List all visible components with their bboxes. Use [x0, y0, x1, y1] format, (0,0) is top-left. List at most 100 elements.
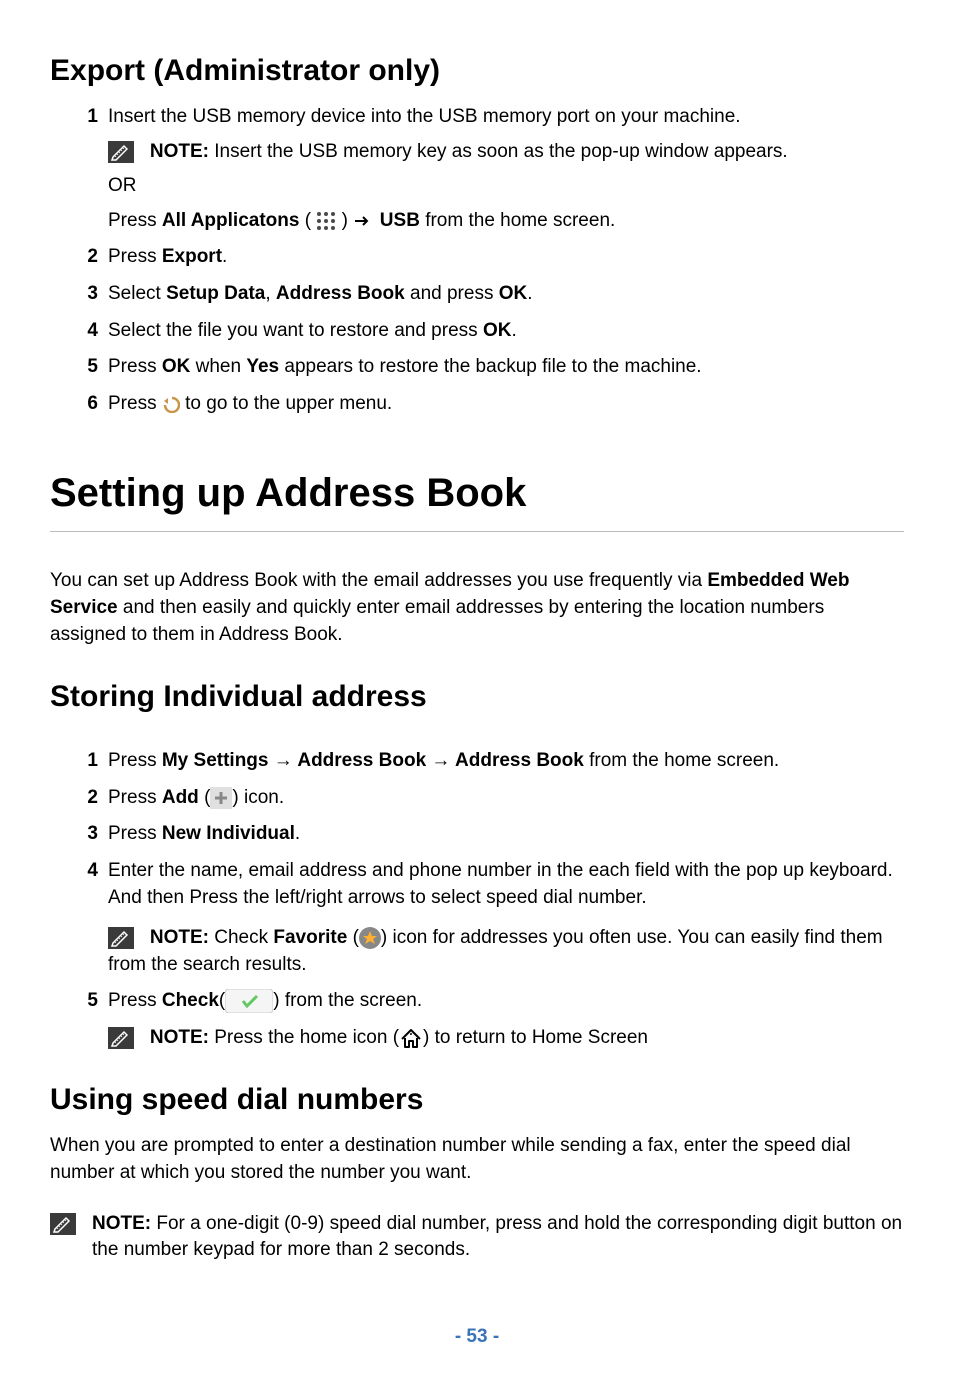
text: Select: [108, 283, 166, 304]
setup-data-label: Setup Data: [166, 283, 265, 304]
storing-step-5: 5 Press Check() from the screen. NOTE: P…: [86, 988, 904, 1051]
text: Press: [108, 990, 162, 1011]
note-label: NOTE:: [150, 927, 209, 948]
text: ) icon.: [232, 787, 284, 808]
note-block: NOTE: Check Favorite () icon for address…: [108, 925, 904, 978]
text: Press: [108, 393, 162, 414]
text: to go to the upper menu.: [180, 393, 392, 414]
arrow: →: [426, 750, 455, 771]
step-number: 5: [70, 354, 98, 381]
or-text: OR: [108, 173, 904, 200]
text: appears to restore the backup file to th…: [279, 356, 701, 377]
address-book-label: Address Book: [276, 283, 405, 304]
grid-dots-icon: [316, 211, 336, 231]
export-step-2: 2 Press Export.: [86, 244, 904, 271]
text: Press: [108, 823, 162, 844]
note-label: NOTE:: [92, 1213, 151, 1234]
note-block: NOTE: Insert the USB memory key as soon …: [108, 139, 904, 166]
text: from the home screen.: [420, 210, 615, 231]
yes-label: Yes: [246, 356, 279, 377]
note-text: For a one-digit (0-9) speed dial number,…: [92, 1213, 902, 1261]
note-pencil-icon: [108, 925, 134, 952]
usb-label: USB: [380, 210, 420, 231]
ok-label: OK: [162, 356, 191, 377]
text: Press: [108, 210, 162, 231]
text: Press the home icon (: [209, 1027, 399, 1048]
step-text: Insert the USB memory device into the US…: [108, 106, 741, 127]
text: .: [222, 246, 227, 267]
step-number: 2: [70, 785, 98, 812]
plus-icon: [210, 787, 232, 809]
speed-dial-body: When you are prompted to enter a destina…: [50, 1133, 904, 1186]
storing-step-2: 2 Press Add () icon.: [86, 785, 904, 812]
text: (: [199, 787, 211, 808]
text: and press: [405, 283, 499, 304]
export-label: Export: [162, 246, 222, 267]
storing-step-3: 3 Press New Individual.: [86, 821, 904, 848]
export-step-6: 6 Press to go to the upper menu.: [86, 391, 904, 418]
add-label: Add: [162, 787, 199, 808]
arrow-right-icon: [353, 214, 369, 228]
step-text: Enter the name, email address and phone …: [108, 860, 893, 908]
all-applications-label: All Applicatons: [162, 210, 300, 231]
text: .: [511, 320, 516, 341]
export-step-1: 1 Insert the USB memory device into the …: [86, 104, 904, 234]
check-label: Check: [162, 990, 219, 1011]
text: when: [190, 356, 246, 377]
text: Press: [108, 246, 162, 267]
heading-storing: Storing Individual address: [50, 676, 904, 718]
step-number: 5: [70, 988, 98, 1015]
storing-step-4: 4 Enter the name, email address and phon…: [86, 858, 904, 978]
step-number: 3: [70, 821, 98, 848]
step-number: 1: [70, 748, 98, 775]
text: Press: [108, 356, 162, 377]
text: ) from the screen.: [273, 990, 422, 1011]
export-step-5: 5 Press OK when Yes appears to restore t…: [86, 354, 904, 381]
export-step-4: 4 Select the file you want to restore an…: [86, 318, 904, 345]
note-pencil-icon: [50, 1211, 76, 1264]
page-number: - 53 -: [50, 1324, 904, 1351]
export-steps: 1 Insert the USB memory device into the …: [50, 104, 904, 417]
step-number: 1: [70, 104, 98, 131]
new-individual-label: New Individual: [162, 823, 295, 844]
favorite-label: Favorite: [273, 927, 347, 948]
note-label: NOTE:: [150, 1027, 209, 1048]
text: .: [295, 823, 300, 844]
text: Press: [108, 750, 162, 771]
text: Check: [209, 927, 273, 948]
intro-paragraph: You can set up Address Book with the ema…: [50, 568, 904, 648]
note-pencil-icon: [108, 139, 134, 166]
storing-steps: 1 Press My Settings → Address Book → Add…: [50, 748, 904, 1051]
my-settings-label: My Settings: [162, 750, 269, 771]
storing-step-1: 1 Press My Settings → Address Book → Add…: [86, 748, 904, 775]
step-number: 4: [70, 318, 98, 345]
back-arrow-icon: [162, 395, 180, 413]
step-number: 3: [70, 281, 98, 308]
text: ,: [265, 283, 276, 304]
heading-setting-up: Setting up Address Book: [50, 465, 904, 532]
heading-export: Export (Administrator only): [50, 50, 904, 92]
text: (: [305, 210, 311, 231]
note-label: NOTE:: [150, 141, 209, 162]
arrow: →: [268, 750, 297, 771]
note-pencil-icon: [108, 1025, 134, 1052]
home-icon: [399, 1027, 423, 1049]
text: Select the file you want to restore and …: [108, 320, 483, 341]
text: .: [527, 283, 532, 304]
check-button-icon: [225, 989, 273, 1013]
text: from the home screen.: [584, 750, 779, 771]
star-icon: [359, 927, 381, 949]
note-block: NOTE: For a one-digit (0-9) speed dial n…: [50, 1211, 904, 1264]
text: ): [342, 210, 354, 231]
step-number: 2: [70, 244, 98, 271]
export-step-3: 3 Select Setup Data, Address Book and pr…: [86, 281, 904, 308]
text: Press: [108, 787, 162, 808]
ok-label: OK: [499, 283, 528, 304]
ok-label: OK: [483, 320, 512, 341]
text: You can set up Address Book with the ema…: [50, 570, 707, 591]
step-number: 6: [70, 391, 98, 418]
note-block: NOTE: Press the home icon ( ) to return t…: [108, 1025, 904, 1052]
text: ) to return to Home Screen: [423, 1027, 648, 1048]
text: (: [347, 927, 359, 948]
address-book-label: Address Book: [455, 750, 584, 771]
